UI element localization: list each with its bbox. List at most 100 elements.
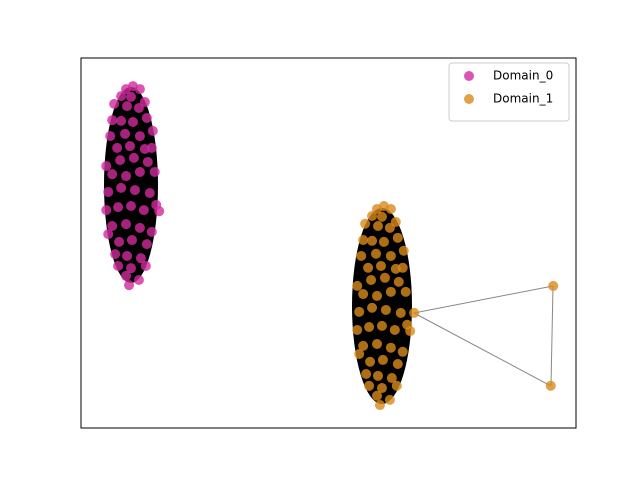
node (364, 321, 375, 332)
node (134, 131, 145, 142)
node (135, 253, 146, 264)
node (120, 128, 131, 139)
node (352, 280, 363, 291)
node (134, 166, 145, 177)
node (144, 188, 155, 199)
node (107, 115, 118, 126)
node (127, 117, 138, 128)
node (386, 373, 397, 384)
node (373, 370, 383, 381)
node (367, 302, 378, 313)
node (385, 286, 396, 297)
legend-label: Domain_0 (493, 69, 553, 83)
node (366, 275, 377, 285)
node (146, 142, 157, 153)
node (116, 115, 127, 126)
node (367, 235, 378, 246)
node (138, 205, 149, 216)
edge-bundle (352, 208, 412, 404)
node (380, 304, 391, 315)
edge (413, 285, 554, 314)
node (385, 203, 396, 214)
node (141, 239, 152, 250)
node (392, 232, 403, 243)
node (545, 380, 556, 391)
node (125, 263, 136, 274)
node (116, 182, 127, 193)
node (385, 342, 396, 353)
node (352, 324, 363, 335)
node (115, 155, 126, 166)
node (400, 286, 411, 297)
node (391, 380, 402, 391)
node (397, 346, 408, 357)
node (101, 161, 112, 172)
legend-marker (464, 94, 474, 104)
node (110, 249, 121, 260)
node (107, 220, 118, 231)
node (126, 235, 137, 246)
legend-box (448, 62, 570, 122)
node (146, 226, 157, 237)
node (356, 250, 367, 261)
node (103, 186, 114, 197)
edge (413, 312, 552, 387)
node (109, 98, 120, 109)
node (405, 326, 416, 337)
node (375, 260, 386, 271)
node (372, 290, 383, 301)
node (121, 171, 132, 182)
node (372, 203, 383, 214)
node (129, 185, 140, 196)
node (364, 380, 375, 391)
node (122, 250, 133, 261)
plot-frame (80, 57, 577, 429)
node (112, 142, 123, 153)
node (113, 260, 124, 271)
node (124, 280, 135, 291)
node (376, 211, 387, 222)
node (360, 218, 371, 229)
node (116, 91, 127, 102)
node (121, 270, 132, 281)
node (121, 219, 132, 230)
node (141, 112, 152, 123)
node (122, 101, 133, 112)
node (114, 236, 125, 247)
node (374, 400, 385, 411)
node (378, 236, 389, 247)
node (113, 202, 124, 213)
node (371, 248, 382, 259)
node (384, 222, 395, 233)
node (354, 349, 365, 359)
node (409, 307, 420, 318)
node (384, 394, 395, 405)
node (107, 169, 118, 180)
node (354, 306, 365, 317)
node (149, 166, 160, 177)
node (392, 358, 403, 369)
node (372, 390, 383, 401)
node (105, 131, 116, 142)
node (134, 84, 145, 95)
node (358, 340, 369, 351)
node (133, 102, 144, 113)
node (367, 210, 378, 221)
node (385, 250, 396, 261)
node (376, 383, 387, 394)
legend-marker (464, 71, 474, 81)
node (142, 156, 153, 167)
node (373, 220, 383, 231)
points (101, 81, 559, 411)
node (358, 289, 369, 300)
legend-label: Domain_1 (493, 92, 553, 106)
node (397, 262, 408, 273)
node (101, 205, 112, 216)
node (361, 368, 372, 379)
node (358, 235, 369, 246)
node (147, 125, 158, 136)
node (125, 141, 136, 152)
node (134, 222, 145, 233)
node (125, 201, 136, 211)
